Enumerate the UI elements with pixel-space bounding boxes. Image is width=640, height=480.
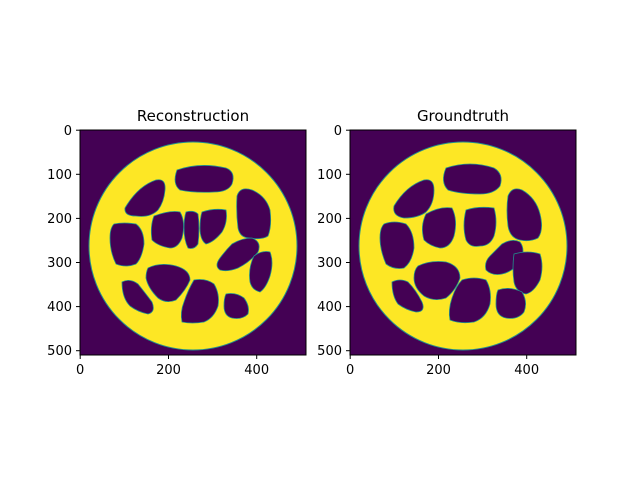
ytick-label: 0	[64, 124, 72, 139]
ytick-label: 500	[47, 344, 72, 359]
xtick-label: 400	[514, 363, 539, 378]
groundtruth-yaxis: 0 100 200 300 400 500	[317, 124, 350, 359]
ytick-label: 0	[334, 124, 342, 139]
ytick-label: 500	[317, 344, 342, 359]
xtick-label: 200	[426, 363, 451, 378]
xtick-label: 0	[346, 363, 354, 378]
ytick-label: 300	[47, 256, 72, 271]
reconstruction-axes-frame	[79, 129, 307, 356]
groundtruth-title: Groundtruth	[417, 107, 509, 125]
reconstruction-panel: Reconstruction	[47, 107, 307, 378]
reconstruction-xaxis: 0 200 400	[76, 355, 269, 378]
xtick-label: 200	[156, 363, 181, 378]
ytick-label: 200	[317, 212, 342, 227]
ytick-label: 300	[317, 256, 342, 271]
reconstruction-image	[80, 130, 306, 355]
ytick-label: 400	[317, 300, 342, 315]
ytick-label: 200	[47, 212, 72, 227]
groundtruth-image	[350, 130, 576, 355]
ytick-label: 400	[47, 300, 72, 315]
xtick-label: 0	[76, 363, 84, 378]
xtick-label: 400	[244, 363, 269, 378]
ytick-label: 100	[317, 168, 342, 183]
groundtruth-xaxis: 0 200 400	[346, 355, 539, 378]
ytick-label: 100	[47, 168, 72, 183]
groundtruth-panel: Groundtruth 0	[317, 107, 577, 378]
groundtruth-axes-frame	[349, 129, 577, 356]
reconstruction-title: Reconstruction	[137, 107, 249, 125]
reconstruction-yaxis: 0 100 200 300 400 500	[47, 124, 80, 359]
